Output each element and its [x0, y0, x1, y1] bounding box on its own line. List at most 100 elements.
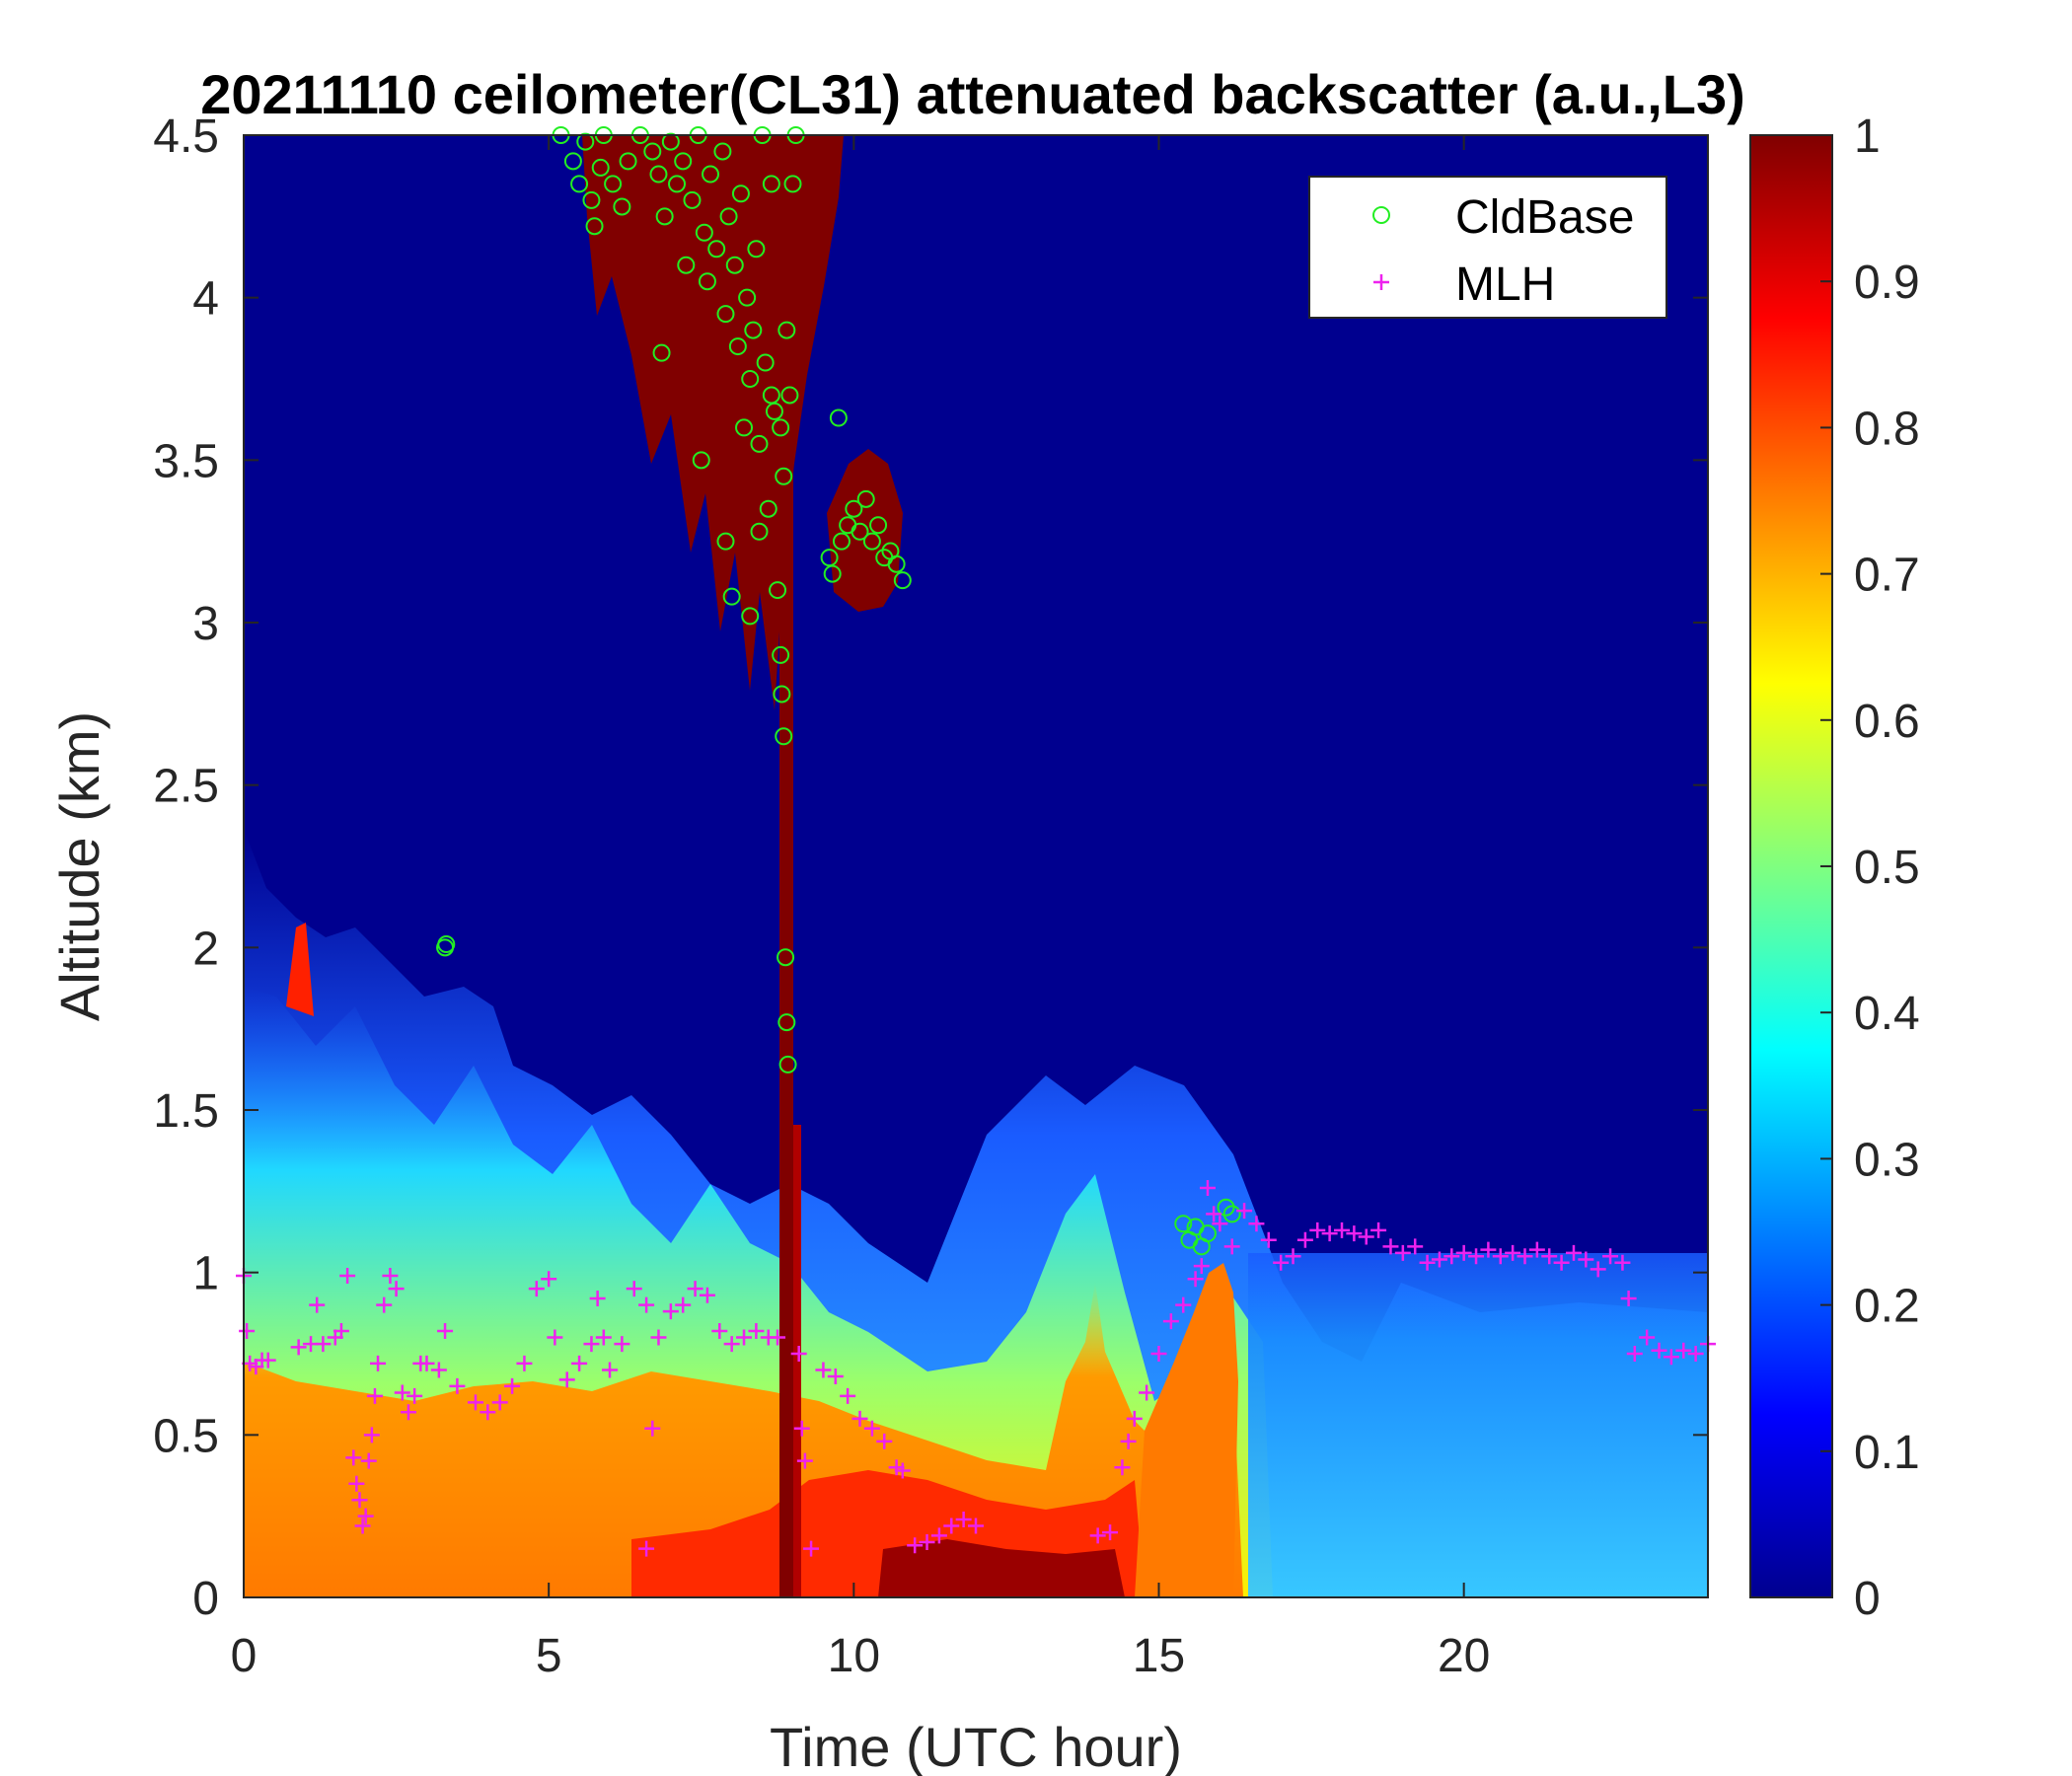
cldbase-point: [731, 185, 750, 203]
cldbase-point: [585, 217, 604, 236]
mlh-point: [541, 1271, 557, 1288]
mlh-point: [366, 1387, 383, 1404]
mlh-point: [290, 1339, 307, 1356]
cldbase-point: [716, 305, 735, 324]
mlh-point: [259, 1352, 276, 1369]
mlh-point: [1114, 1459, 1131, 1476]
mlh-point: [595, 1329, 612, 1346]
cldbase-point: [713, 142, 732, 161]
cldbase-point: [777, 321, 796, 339]
mlh-point: [614, 1336, 630, 1353]
mlh-point: [558, 1371, 575, 1388]
surface-layer-darkred: [878, 1539, 1125, 1597]
cldbase-point: [661, 132, 680, 151]
x-tick-label: 10: [828, 1630, 880, 1682]
cldbase-point: [845, 499, 863, 518]
mlh-point: [876, 1433, 893, 1449]
x-tick-label: 15: [1133, 1630, 1185, 1682]
cldbase-point: [741, 607, 760, 626]
cldbase-point: [744, 321, 763, 339]
mlh-point: [699, 1287, 715, 1303]
cldbase-point: [773, 685, 791, 703]
mlh-point: [339, 1267, 356, 1284]
night-boundary-layer: [1248, 1253, 1708, 1597]
cldbase-point: [780, 386, 799, 405]
mlh-point: [723, 1336, 740, 1353]
mlh-point: [382, 1267, 399, 1284]
mlh-point: [827, 1369, 844, 1385]
cldbase-point: [1174, 1215, 1193, 1233]
mlh-point: [1334, 1221, 1350, 1238]
y-tick-label: 3: [192, 598, 219, 650]
mlh-point: [333, 1322, 349, 1339]
cldbase-point: [576, 132, 595, 151]
mlh-point: [449, 1377, 466, 1394]
x-tick-label: 0: [231, 1630, 258, 1682]
mlh-point: [602, 1362, 618, 1378]
cldbase-point: [668, 175, 687, 193]
cldbase-point: [887, 555, 906, 573]
cloud-patch-2: [827, 449, 903, 612]
mlh-point: [1431, 1251, 1447, 1268]
cldbase-point: [832, 532, 851, 551]
mlh-point: [803, 1540, 820, 1557]
cldbase-point: [695, 223, 713, 242]
mlh-point: [1102, 1524, 1119, 1541]
mlh-point: [1382, 1238, 1399, 1255]
y-axis: 0 0.5 1 1.5 2 2.5 3 3.5 4 4.5: [153, 111, 1708, 1625]
mlh-point: [571, 1355, 588, 1371]
mlh-point: [467, 1394, 483, 1411]
y-tick-label: 4.5: [153, 111, 219, 163]
colorbar-tick-label: 0.2: [1854, 1281, 1920, 1333]
mlh-point: [348, 1475, 365, 1492]
plot-area: [244, 135, 1708, 1597]
cldbase-point: [762, 386, 780, 405]
colorbar-tick-label: 0: [1854, 1573, 1881, 1625]
mlh-point: [1407, 1238, 1424, 1255]
mlh-point: [1285, 1248, 1301, 1265]
mlh-point: [1505, 1244, 1521, 1261]
x-axis: 0 5 10 15 20: [231, 135, 1490, 1682]
cldbase-point: [762, 175, 780, 193]
mlh-point: [1236, 1203, 1253, 1220]
y-tick-label: 4: [192, 273, 219, 326]
mlh-point: [1187, 1271, 1204, 1288]
cldbase-point: [823, 564, 842, 583]
cldbase-point: [851, 522, 869, 541]
mlh-point: [1443, 1248, 1460, 1265]
cldbase-point: [698, 272, 716, 291]
mlh-point: [1175, 1296, 1192, 1313]
mlh-point: [1541, 1248, 1558, 1265]
mlh-point: [1223, 1238, 1240, 1255]
aerosol-plume-early: [286, 923, 314, 1016]
cldbase-point: [820, 549, 839, 567]
colorbar-tick-label: 0.7: [1854, 550, 1920, 602]
cldbase-point: [741, 370, 760, 388]
cldbase-point: [1222, 1205, 1241, 1223]
y-tick-label: 1.5: [153, 1085, 219, 1138]
mlh-point: [376, 1296, 393, 1313]
colorbar-gradient: [1749, 134, 1833, 1598]
mlh-point: [491, 1394, 508, 1411]
mlh-point: [626, 1281, 642, 1297]
cldbase-point: [750, 522, 769, 541]
mlh-point: [1370, 1221, 1387, 1238]
mlh-point: [662, 1303, 679, 1320]
y-tick-label: 1: [192, 1248, 219, 1300]
mlh-point: [528, 1281, 545, 1297]
mlh-point: [516, 1355, 533, 1371]
y-axis-label: Altitude (km): [48, 711, 111, 1021]
cldbase-point: [862, 532, 881, 551]
mlh-point: [1620, 1291, 1637, 1307]
mlh-point: [1120, 1433, 1137, 1449]
cldbase-point: [777, 1013, 796, 1032]
mlh-point: [1206, 1206, 1222, 1222]
chart-title: 20211110 ceilometer(CL31) attenuated bac…: [200, 63, 1745, 125]
cldbase-point: [725, 256, 744, 274]
mlh-point: [345, 1449, 362, 1466]
cldbase-point: [783, 175, 802, 193]
mlh-point: [1565, 1244, 1582, 1261]
cldbase-point: [1198, 1224, 1217, 1243]
mlh-point: [1639, 1329, 1656, 1346]
cldbase-point: [707, 240, 726, 259]
